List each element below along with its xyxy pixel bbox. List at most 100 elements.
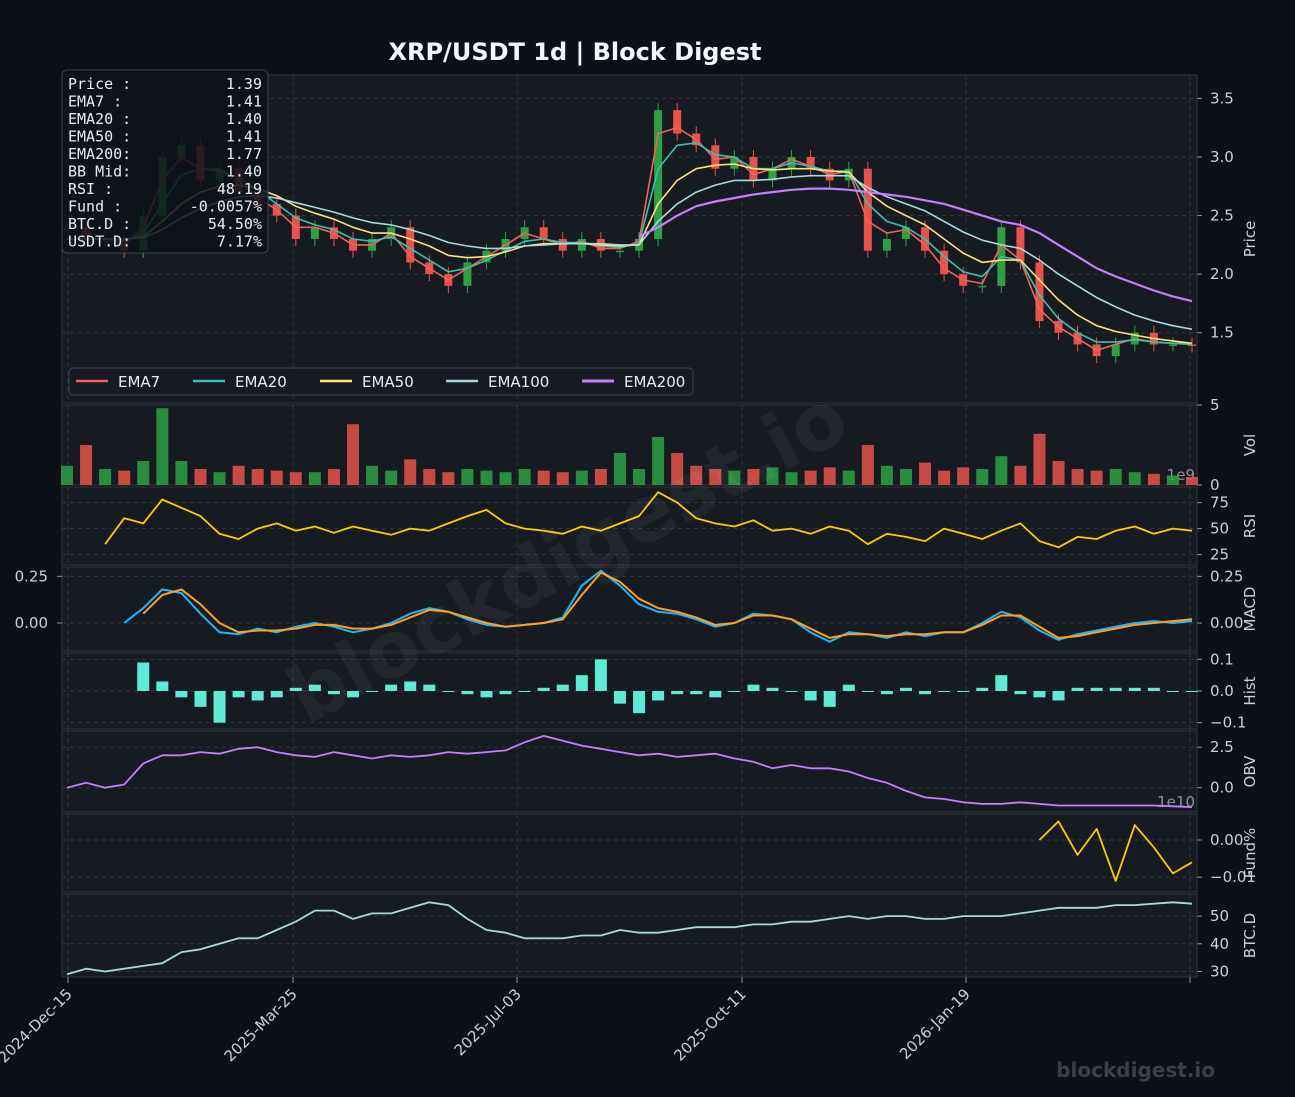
panels-layer: 1.52.02.53.03.5Price05Vol1e9255075RSI0.0… xyxy=(15,74,1259,980)
histogram-bar xyxy=(251,691,264,701)
y-axis-label-funding: Fund% xyxy=(1241,828,1259,879)
y-tick-label: 0.1 xyxy=(1210,650,1234,668)
volume-bar xyxy=(842,470,855,485)
histogram-bar xyxy=(385,684,398,691)
panel-background xyxy=(61,404,1198,486)
volume-bar xyxy=(1109,469,1122,485)
info-label: EMA200: xyxy=(68,145,131,163)
volume-bar xyxy=(213,472,226,485)
y-tick-label: 40 xyxy=(1210,935,1229,953)
volume-bar xyxy=(1033,433,1046,485)
candle-body xyxy=(978,285,987,288)
y-tick-label: 5 xyxy=(1210,396,1220,414)
y-axis-label-price: Price xyxy=(1241,221,1259,258)
histogram-bar xyxy=(499,691,512,695)
info-value: 7.17% xyxy=(217,233,262,251)
info-label: Fund : xyxy=(68,198,122,216)
panel-background xyxy=(61,813,1198,893)
candle-body xyxy=(730,157,739,169)
histogram-bar xyxy=(804,691,817,701)
volume-bar xyxy=(270,470,283,485)
histogram-bar xyxy=(1147,687,1160,691)
histogram-bar xyxy=(671,691,684,695)
info-value: 1.41 xyxy=(226,93,262,111)
histogram-bar xyxy=(594,659,607,691)
volume-bar xyxy=(1147,473,1160,485)
x-tick-label: 2024-Dec-15 xyxy=(0,985,76,1066)
info-label: EMA50 : xyxy=(68,128,131,146)
histogram-bar xyxy=(327,691,340,695)
volume-bar xyxy=(690,465,703,485)
panel-background xyxy=(61,893,1198,978)
volume-bar xyxy=(976,469,989,485)
histogram-bar xyxy=(1071,687,1084,691)
info-value: -0.0057% xyxy=(190,198,262,216)
x-tick-label: 2025-Mar-25 xyxy=(221,985,301,1065)
panel-background xyxy=(61,486,1198,566)
info-label: RSI : xyxy=(68,180,113,198)
y-tick-label: 0.00 xyxy=(1210,614,1243,632)
candle-body xyxy=(577,239,586,251)
volume-bar xyxy=(880,465,893,485)
info-value: 48.19 xyxy=(217,180,262,198)
y-tick-label: 50 xyxy=(1210,520,1229,538)
line-funding xyxy=(1038,820,1193,882)
candle-body xyxy=(806,157,815,169)
histogram-bar xyxy=(480,691,493,698)
volume-bar xyxy=(957,467,970,485)
volume-bar xyxy=(499,472,512,485)
histogram-bar xyxy=(232,691,245,698)
volume-bar xyxy=(347,424,360,485)
volume-bar xyxy=(919,462,932,485)
volume-bar xyxy=(556,472,569,485)
info-label: USDT.D: xyxy=(68,233,131,251)
volume-bar xyxy=(289,472,302,485)
histogram-bar xyxy=(899,687,912,691)
y-tick-label: 75 xyxy=(1210,494,1229,512)
histogram-bar xyxy=(1052,691,1065,701)
volume-bar xyxy=(156,408,169,485)
y-tick-label: 0.0 xyxy=(1210,779,1234,797)
candle-body xyxy=(901,227,910,239)
info-value: 1.40 xyxy=(226,110,262,128)
volume-bar xyxy=(766,467,779,485)
volume-bar xyxy=(861,445,874,485)
candle-body xyxy=(863,168,872,251)
histogram-bar xyxy=(461,691,474,695)
candle-body xyxy=(711,145,720,169)
panel-background xyxy=(61,566,1198,652)
volume-bar xyxy=(442,472,455,485)
candle-body xyxy=(940,250,949,275)
histogram-bar xyxy=(213,691,226,723)
histogram-bar xyxy=(442,691,455,692)
volume-bar xyxy=(404,459,417,485)
volume-bar xyxy=(1090,470,1103,485)
panel-macd: 0.00 0.25 0.00 0.25 MACD xyxy=(15,566,1259,652)
footer-brand: blockdigest.io xyxy=(1056,1058,1215,1082)
candle-body xyxy=(654,110,663,240)
histogram-bar xyxy=(1109,687,1122,691)
candle-body xyxy=(406,227,415,263)
y-tick-label: 2.5 xyxy=(1210,207,1234,225)
histogram-bar xyxy=(537,687,550,691)
volume-bar xyxy=(938,470,951,485)
histogram-bar xyxy=(1090,687,1103,691)
histogram-bar xyxy=(747,684,760,691)
y-tick-label: 1.5 xyxy=(1210,324,1234,342)
x-tick-label: 2026-Jan-19 xyxy=(896,985,974,1063)
legend-label: EMA20 xyxy=(235,373,287,391)
histogram-bar xyxy=(1128,687,1141,691)
candle-body xyxy=(615,250,624,253)
histogram-bar xyxy=(1186,691,1198,692)
y-tick-label: 30 xyxy=(1210,962,1229,980)
info-label: EMA7 : xyxy=(68,93,122,111)
volume-bar xyxy=(194,469,207,485)
histogram-bar xyxy=(1014,691,1027,695)
volume-bar xyxy=(423,469,436,485)
volume-bar xyxy=(461,469,474,485)
candle-body xyxy=(673,110,682,134)
histogram-bar xyxy=(175,691,188,698)
y-tick-label: 0.00 xyxy=(1210,831,1243,849)
